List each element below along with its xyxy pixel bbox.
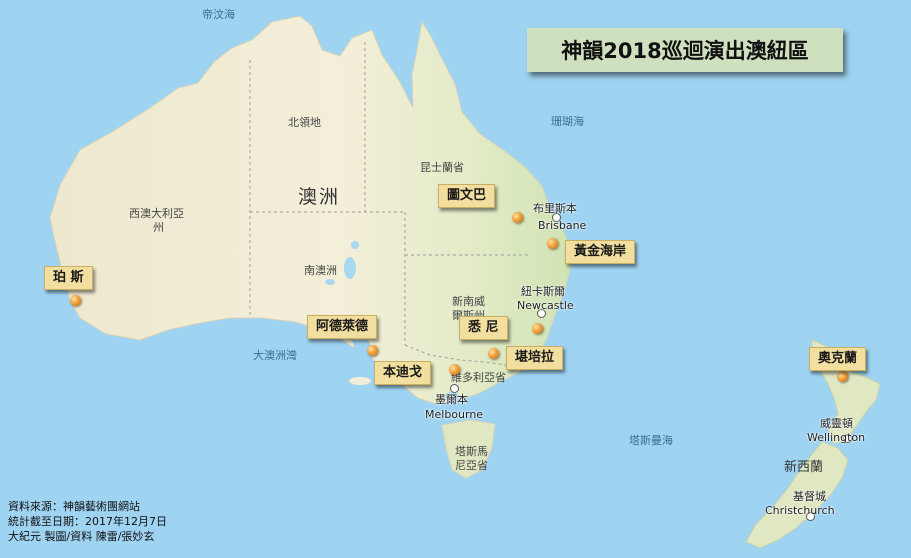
region-label-tasmania-2: 尼亞省 [455,459,488,472]
city-dot-melbourne [450,384,459,393]
sea-label-great-australian-bight: 大澳洲灣 [253,349,297,362]
city-label-melbourne-en: Melbourne [425,408,484,421]
venue-label-bendigo[interactable]: 本迪戈 [374,361,432,385]
venue-label-canberra[interactable]: 堪培拉 [506,346,564,370]
continent-label-australia: 澳洲 [298,186,341,208]
region-label-nsw-2: 爾斯州 [452,310,485,321]
pin-sydney[interactable] [532,323,543,334]
city-label-brisbane-zh: 布里斯本 [533,202,577,215]
city-label-christchurch-zh: 基督城 [793,490,826,503]
city-label-brisbane-en: Brisbane [538,219,587,232]
region-label-south-australia: 南澳洲 [304,264,337,277]
pin-gold-coast[interactable] [547,238,558,249]
venue-label-perth[interactable]: 珀 斯 [44,266,93,290]
city-dot-wellington [843,434,852,443]
state-borders [249,42,530,367]
sea-label-coral: 珊瑚海 [551,115,584,128]
region-label-western-australia-2: 州 [153,221,164,234]
city-dot-brisbane [552,213,561,222]
nz-south-island [745,441,849,549]
region-label-tasmania: 塔斯馬 [455,445,488,458]
venue-label-adelaide[interactable]: 阿德萊德 [307,315,378,339]
venue-label-auckland[interactable]: 奧克蘭 [809,347,867,371]
venue-label-sydney[interactable]: 悉 尼 [459,316,508,340]
source-line-2: 統計截至日期：2017年12月7日 [8,515,167,528]
source-line-1: 資料來源：神韻藝術團網站 [8,500,140,513]
city-label-christchurch-en: Christchurch [765,504,835,517]
sea-label-tasman: 塔斯曼海 [629,434,673,447]
region-label-western-australia: 西澳大利亞 [129,207,184,220]
region-label-nsw: 新南威 [452,295,485,308]
city-dot-christchurch [806,512,815,521]
pin-auckland[interactable] [837,371,848,382]
city-label-wellington-en: Wellington [807,431,866,444]
map-title: 神韻2018巡迴演出澳紐區 [527,28,843,72]
venue-label-toowoomba[interactable]: 圖文巴 [438,184,496,208]
city-label-newcastle-en: Newcastle [517,299,574,312]
pin-adelaide[interactable] [367,345,378,356]
tasmania-landmass [441,419,496,479]
region-label-victoria: 維多利亞省 [451,371,506,384]
pin-toowoomba[interactable] [512,212,523,223]
source-line-3: 大紀元 製圖/資料 陳雷/張妙玄 [8,530,155,543]
region-label-northern-territory: 北領地 [288,116,321,129]
venue-label-gold-coast[interactable]: 黃金海岸 [565,240,636,264]
city-label-newcastle-zh: 紐卡斯爾 [521,285,565,298]
australia-landmass [49,15,573,405]
pin-bendigo[interactable] [449,364,460,375]
city-label-wellington-zh: 威靈頓 [820,417,853,430]
pin-perth[interactable] [70,295,81,306]
city-label-melbourne-zh: 墨爾本 [435,393,468,406]
sea-label-timor: 帝汶海 [202,8,235,21]
source-note: 資料來源：神韻藝術團網站 統計截至日期：2017年12月7日 大紀元 製圖/資料… [8,499,167,544]
region-label-queensland: 昆士蘭省 [420,161,464,174]
pin-canberra[interactable] [488,348,499,359]
country-label-new-zealand: 新西蘭 [784,460,824,475]
city-dot-newcastle [537,309,546,318]
